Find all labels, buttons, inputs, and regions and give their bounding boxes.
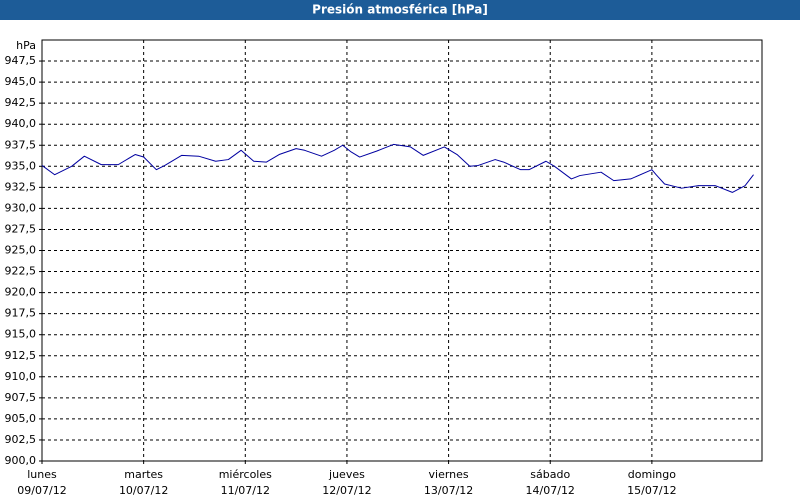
x-tick-label: domingo (628, 468, 676, 481)
y-tick-label: 932,5 (5, 180, 37, 193)
y-tick-label: 905,0 (5, 412, 37, 425)
x-tick-label: jueves (328, 468, 365, 481)
y-tick-label: 917,5 (5, 307, 37, 320)
y-axis-label: hPa (16, 39, 36, 52)
x-tick-label: sábado (530, 468, 570, 481)
y-tick-label: 910,0 (5, 370, 37, 383)
y-tick-label: 925,0 (5, 244, 37, 257)
chart-title: Presión atmosférica [hPa] (312, 3, 488, 17)
x-tick-label: viernes (429, 468, 469, 481)
x-tick-date: 09/07/12 (17, 484, 66, 497)
y-tick-label: 945,0 (5, 75, 37, 88)
y-tick-label: 937,5 (5, 138, 37, 151)
y-tick-label: 947,5 (5, 54, 37, 67)
x-tick-label: martes (124, 468, 163, 481)
y-tick-label: 907,5 (5, 391, 37, 404)
x-tick-date: 14/07/12 (526, 484, 575, 497)
y-tick-label: 915,0 (5, 328, 37, 341)
y-tick-label: 902,5 (5, 433, 37, 446)
y-tick-label: 912,5 (5, 349, 37, 362)
y-tick-label: 930,0 (5, 201, 37, 214)
x-tick-date: 13/07/12 (424, 484, 473, 497)
pressure-line (41, 143, 754, 193)
x-tick-label: lunes (27, 468, 57, 481)
y-tick-label: 940,0 (5, 117, 37, 130)
title-bar (0, 0, 800, 20)
y-tick-label: 900,0 (5, 454, 37, 467)
x-tick-date: 15/07/12 (627, 484, 676, 497)
y-tick-label: 935,0 (5, 159, 37, 172)
y-tick-label: 942,5 (5, 96, 37, 109)
x-tick-date: 12/07/12 (322, 484, 371, 497)
y-tick-label: 927,5 (5, 222, 37, 235)
y-tick-label: 922,5 (5, 265, 37, 278)
y-tick-label: 920,0 (5, 286, 37, 299)
plot-frame (41, 39, 763, 462)
x-tick-date: 11/07/12 (221, 484, 270, 497)
x-tick-date: 10/07/12 (119, 484, 168, 497)
x-tick-label: miércoles (219, 468, 272, 481)
